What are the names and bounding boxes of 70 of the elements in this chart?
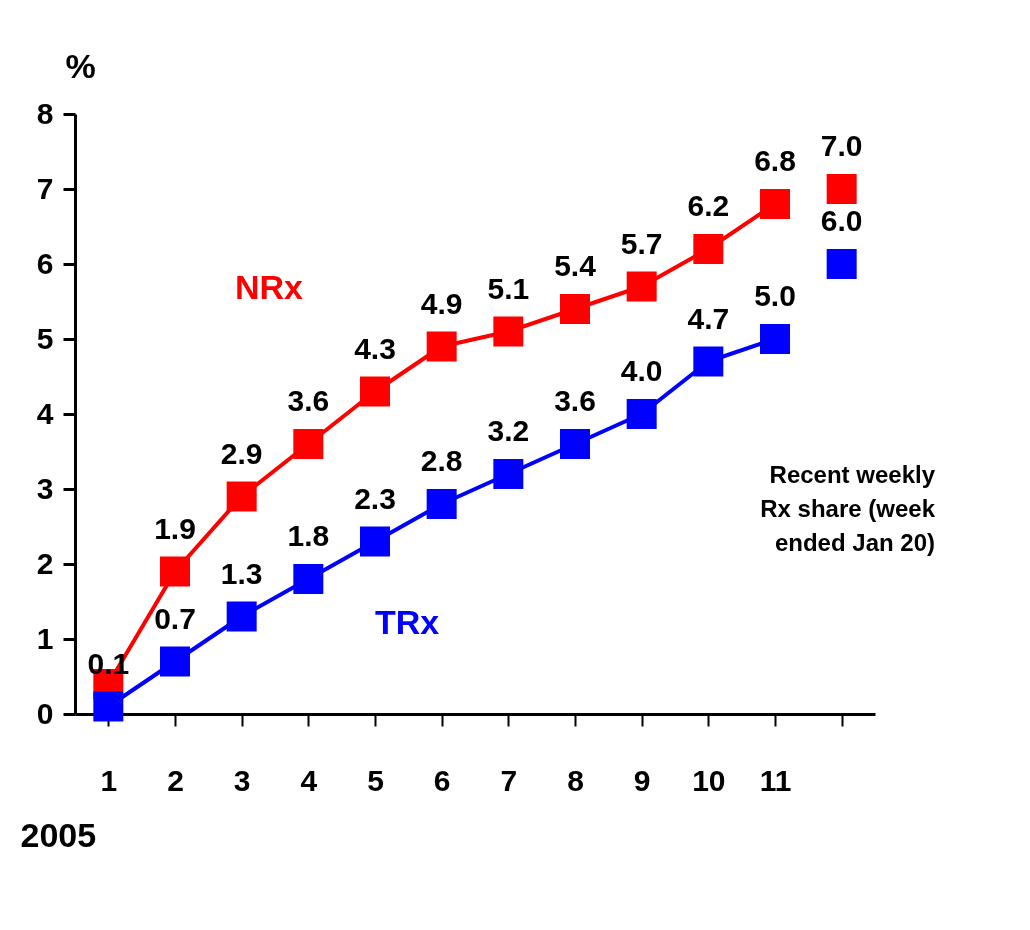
point xyxy=(226,601,257,632)
point xyxy=(826,249,857,279)
data-label: 6.2 xyxy=(687,189,730,222)
point xyxy=(426,331,457,362)
point xyxy=(760,189,790,219)
annotation: Recent weekly Rx share (week ended Jan 20) xyxy=(760,461,936,556)
data-label: 1.8 xyxy=(287,519,330,552)
y-tick-label: 0 xyxy=(36,696,54,730)
data-label: 0.7 xyxy=(154,601,196,635)
point xyxy=(160,556,190,587)
data-label: 6.8 xyxy=(754,144,796,177)
data-label: 3.6 xyxy=(287,384,330,417)
x-tick-label: 1 xyxy=(100,763,118,797)
y-axis-title: % xyxy=(65,46,96,85)
point xyxy=(493,316,524,347)
data-label: 5.4 xyxy=(554,249,597,282)
x-tick-label: 11 xyxy=(759,763,792,797)
point xyxy=(360,376,390,407)
data-label: 4.9 xyxy=(420,286,463,320)
series-label: TRx xyxy=(375,603,440,641)
x-axis-title: 2005 xyxy=(20,815,97,854)
data-label: 2.3 xyxy=(354,481,396,515)
point xyxy=(826,174,857,204)
x-tick-label: 9 xyxy=(633,763,651,797)
data-label: 3.6 xyxy=(554,384,596,417)
point xyxy=(560,429,590,459)
data-label: 7.0 xyxy=(820,129,863,162)
data-label: 2.8 xyxy=(420,444,463,477)
point xyxy=(293,564,324,594)
data-label: 5.0 xyxy=(754,279,796,312)
point xyxy=(760,324,790,354)
y-tick-label: 5 xyxy=(36,321,54,355)
data-label: 1.3 xyxy=(220,556,263,590)
x-tick-label: 10 xyxy=(692,763,726,797)
point xyxy=(693,234,724,264)
data-label: 6.0 xyxy=(820,204,863,237)
data-label: 4.7 xyxy=(687,301,730,335)
point xyxy=(560,294,590,324)
point xyxy=(693,346,724,377)
y-tick-label: 8 xyxy=(36,96,54,130)
y-tick-label: 1 xyxy=(36,621,54,655)
point xyxy=(426,489,457,519)
point xyxy=(626,271,657,302)
point xyxy=(493,459,524,489)
y-tick-label: 3 xyxy=(36,471,54,505)
x-tick-label: 5 xyxy=(367,763,384,797)
data-label: 5.1 xyxy=(487,271,530,305)
point xyxy=(226,481,257,512)
data-label: 4.3 xyxy=(354,331,396,365)
x-tick-label: 4 xyxy=(300,763,318,797)
data-label: 4.0 xyxy=(620,354,663,387)
x-tick-label: 2 xyxy=(167,763,184,797)
data-label: 1.9 xyxy=(154,511,196,545)
text: NRx xyxy=(235,268,304,306)
point xyxy=(93,691,124,722)
y-tick-label: 2 xyxy=(36,546,54,580)
point xyxy=(626,399,657,429)
point xyxy=(360,526,390,557)
x-tick-label: 7 xyxy=(500,763,518,797)
x-tick-label: 8 xyxy=(567,763,584,797)
y-tick-label: 4 xyxy=(36,396,54,430)
x-tick-label: 3 xyxy=(233,763,251,797)
x-tick-label: 6 xyxy=(433,763,451,797)
y-tick-label: 6 xyxy=(36,246,54,280)
data-label: 5.7 xyxy=(620,226,663,260)
point xyxy=(293,429,324,459)
data-label: 3.2 xyxy=(487,414,530,447)
y-tick-label: 7 xyxy=(36,171,54,205)
point xyxy=(160,646,190,677)
data-label: 2.9 xyxy=(220,436,263,470)
